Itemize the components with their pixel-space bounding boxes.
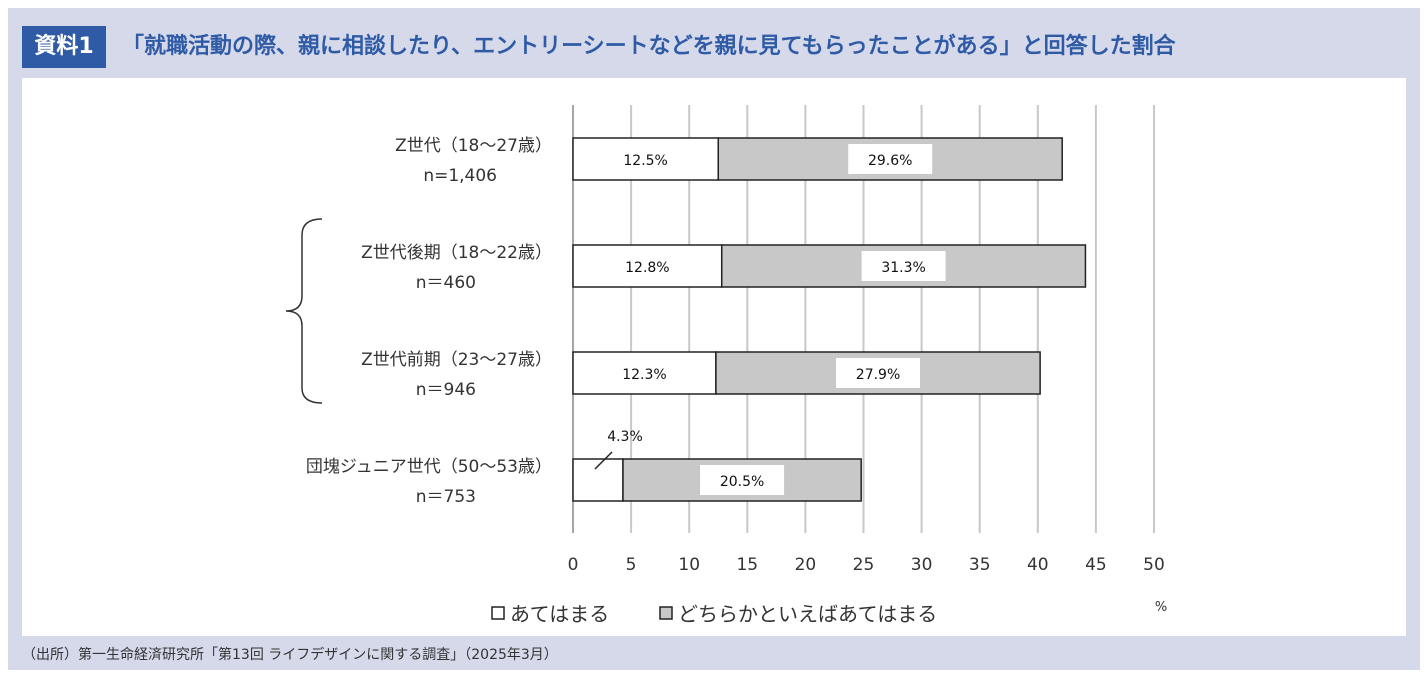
sample-size-label: n=1,406	[423, 166, 497, 186]
data-label: 31.3%	[881, 260, 925, 276]
data-label: 20.5%	[720, 474, 764, 490]
source-note: （出所）第一生命経済研究所「第13回 ライフデザインに関する調査」（2025年3…	[22, 647, 558, 663]
x-unit-label: %	[1155, 600, 1167, 615]
sample-size-label: n＝946	[416, 380, 476, 400]
sample-size-label: n＝460	[416, 273, 476, 293]
legend-swatch	[659, 606, 673, 620]
chart-title: 「就職活動の際、親に相談したり、エントリーシートなどを親に見てもらったことがある…	[122, 34, 1176, 59]
category-label: Z世代（18〜27歳）	[395, 136, 552, 156]
x-tick-label: 35	[969, 555, 991, 575]
data-label: 27.9%	[856, 367, 900, 383]
data-label: 4.3%	[607, 429, 643, 445]
x-tick-label: 15	[736, 555, 758, 575]
data-label-bg	[848, 144, 933, 174]
data-label: 12.8%	[625, 260, 669, 276]
category-label: Z世代後期（18〜22歳）	[361, 243, 552, 263]
figure-badge: 資料1	[22, 26, 106, 68]
category-label: Z世代前期（23〜27歳）	[361, 350, 552, 370]
data-label: 12.5%	[623, 153, 667, 169]
x-tick-label: 30	[911, 555, 933, 575]
x-tick-label: 10	[678, 555, 700, 575]
x-tick-label: 45	[1085, 555, 1107, 575]
group-bracket	[285, 218, 323, 404]
data-label: 29.6%	[868, 153, 912, 169]
bar-segment	[572, 137, 719, 181]
bar-segment	[572, 244, 723, 288]
legend-label: どちらかといえばあてはまる	[678, 602, 937, 626]
x-tick-label: 25	[853, 555, 875, 575]
data-label-bg	[700, 465, 785, 495]
legend-swatch	[491, 606, 505, 620]
legend-label: あてはまる	[510, 602, 609, 626]
x-tick-label: 0	[568, 555, 579, 575]
data-label-bg	[836, 358, 921, 388]
sample-size-label: n＝753	[416, 487, 476, 507]
category-label: 団塊ジュニア世代（50〜53歳）	[306, 457, 552, 477]
x-tick-label: 40	[1027, 555, 1049, 575]
data-label: 12.3%	[622, 367, 666, 383]
bar-segment	[572, 351, 717, 395]
x-tick-label: 20	[795, 555, 817, 575]
x-tick-label: 50	[1143, 555, 1165, 575]
x-tick-label: 5	[626, 555, 637, 575]
data-label-bg	[861, 251, 946, 281]
leader-line	[594, 451, 613, 470]
